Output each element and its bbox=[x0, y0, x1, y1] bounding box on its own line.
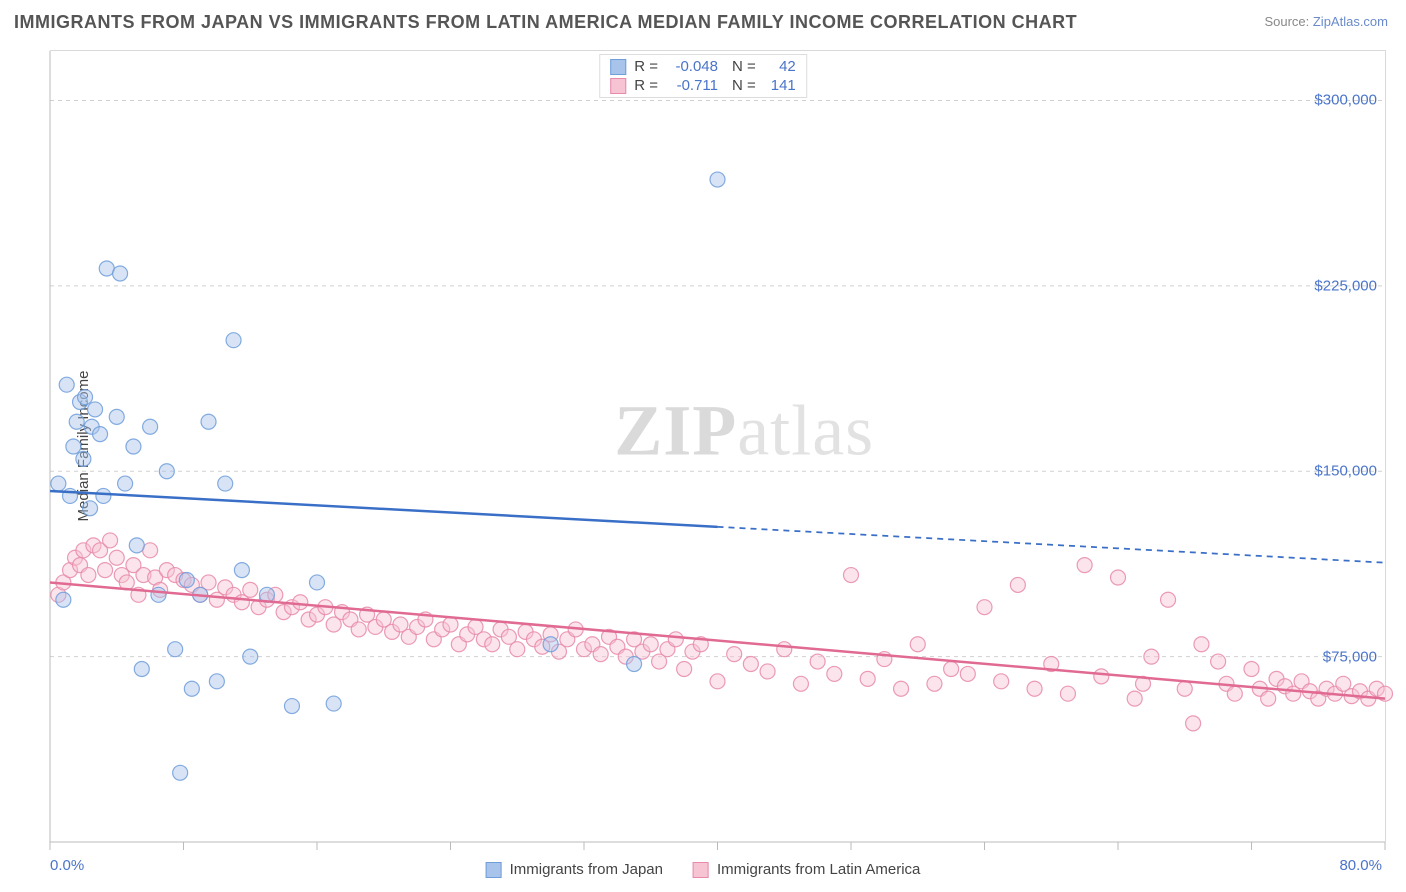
y-tick-label: $150,000 bbox=[1314, 463, 1377, 480]
legend-item-1: Immigrants from Latin America bbox=[693, 861, 920, 878]
correlation-stats-box: R = -0.048 N = 42 R = -0.711 N = 141 bbox=[599, 54, 807, 98]
source-link[interactable]: ZipAtlas.com bbox=[1313, 14, 1388, 29]
stats-r-label: R = bbox=[634, 58, 658, 75]
source-prefix: Source: bbox=[1264, 14, 1312, 29]
stats-row-series-0: R = -0.048 N = 42 bbox=[600, 57, 806, 76]
scatter-plot-svg bbox=[50, 51, 1385, 842]
x-axis-min-label: 0.0% bbox=[50, 857, 84, 874]
legend-item-0: Immigrants from Japan bbox=[486, 861, 663, 878]
stats-swatch-0 bbox=[610, 59, 626, 75]
stats-r-value-0: -0.048 bbox=[662, 58, 718, 75]
x-axis-max-label: 80.0% bbox=[1339, 857, 1382, 874]
legend: Immigrants from Japan Immigrants from La… bbox=[486, 861, 921, 878]
legend-label-0: Immigrants from Japan bbox=[510, 861, 663, 878]
chart-title: IMMIGRANTS FROM JAPAN VS IMMIGRANTS FROM… bbox=[14, 12, 1077, 33]
legend-swatch-1 bbox=[693, 862, 709, 878]
stats-n-value-0: 42 bbox=[760, 58, 796, 75]
y-tick-label: $225,000 bbox=[1314, 277, 1377, 294]
stats-row-series-1: R = -0.711 N = 141 bbox=[600, 76, 806, 95]
legend-label-1: Immigrants from Latin America bbox=[717, 861, 920, 878]
stats-n-label: N = bbox=[732, 77, 756, 94]
stats-swatch-1 bbox=[610, 78, 626, 94]
chart-container: IMMIGRANTS FROM JAPAN VS IMMIGRANTS FROM… bbox=[0, 0, 1406, 892]
y-tick-label: $300,000 bbox=[1314, 92, 1377, 109]
stats-r-label: R = bbox=[634, 77, 658, 94]
stats-n-value-1: 141 bbox=[760, 77, 796, 94]
stats-r-value-1: -0.711 bbox=[662, 77, 718, 94]
y-tick-label: $75,000 bbox=[1323, 648, 1377, 665]
legend-swatch-0 bbox=[486, 862, 502, 878]
source-attribution: Source: ZipAtlas.com bbox=[1264, 14, 1388, 29]
stats-n-label: N = bbox=[732, 58, 756, 75]
plot-area: ZIPatlas $75,000$150,000$225,000$300,000 bbox=[50, 50, 1386, 842]
